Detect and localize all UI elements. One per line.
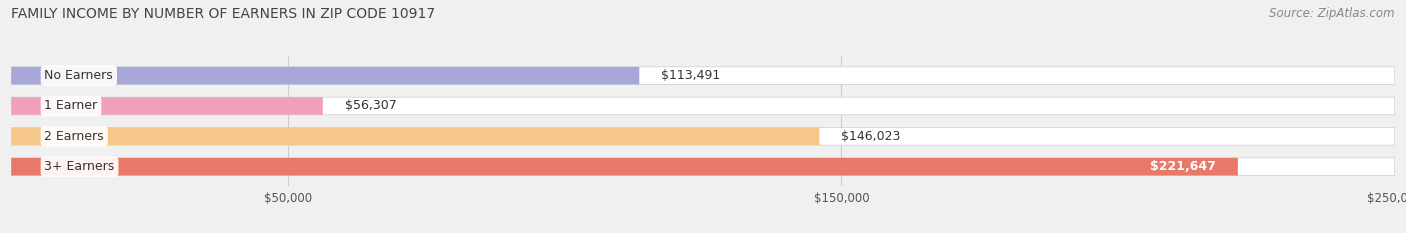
Text: No Earners: No Earners <box>45 69 114 82</box>
FancyBboxPatch shape <box>11 158 1395 175</box>
FancyBboxPatch shape <box>11 67 1395 84</box>
Text: 3+ Earners: 3+ Earners <box>45 160 115 173</box>
FancyBboxPatch shape <box>11 67 640 84</box>
Text: 1 Earner: 1 Earner <box>45 99 97 113</box>
Text: 2 Earners: 2 Earners <box>45 130 104 143</box>
Text: FAMILY INCOME BY NUMBER OF EARNERS IN ZIP CODE 10917: FAMILY INCOME BY NUMBER OF EARNERS IN ZI… <box>11 7 436 21</box>
FancyBboxPatch shape <box>11 97 323 115</box>
FancyBboxPatch shape <box>11 127 820 145</box>
FancyBboxPatch shape <box>11 97 1395 115</box>
Text: $56,307: $56,307 <box>344 99 396 113</box>
Text: Source: ZipAtlas.com: Source: ZipAtlas.com <box>1270 7 1395 20</box>
FancyBboxPatch shape <box>11 127 1395 145</box>
Text: $221,647: $221,647 <box>1150 160 1216 173</box>
Text: $113,491: $113,491 <box>661 69 721 82</box>
Text: $146,023: $146,023 <box>841 130 901 143</box>
FancyBboxPatch shape <box>11 158 1237 175</box>
